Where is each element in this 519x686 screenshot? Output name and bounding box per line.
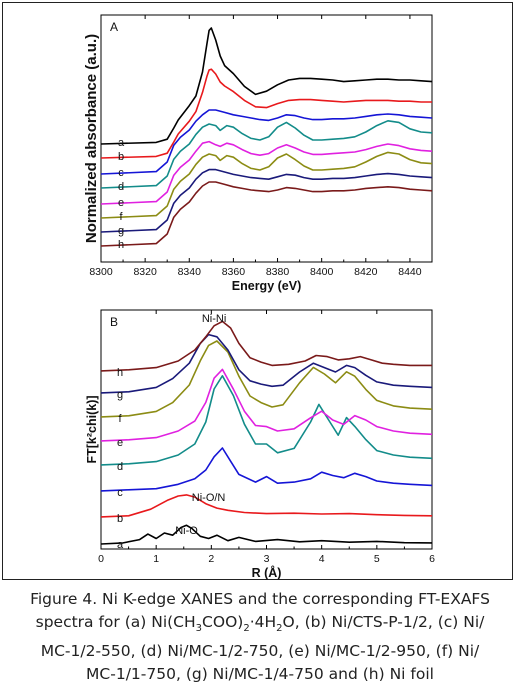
panel-label: A <box>110 20 118 34</box>
series-label-g: g <box>117 389 123 401</box>
series-line-g <box>100 168 433 233</box>
series-label-a: a <box>118 137 125 149</box>
series-line-f <box>100 151 433 219</box>
series-line-c <box>100 447 433 492</box>
series-line-f <box>100 340 433 418</box>
x-tick-label: 0 <box>98 553 104 565</box>
series-label-g: g <box>118 225 124 237</box>
annotation-ni-ni: Ni-Ni <box>202 313 226 325</box>
caption-line-3: MC-1/2-550, (d) Ni/MC-1/2-750, (e) Ni/MC… <box>40 642 480 661</box>
series-line-g <box>100 333 433 394</box>
x-tick-label: 8440 <box>398 266 422 278</box>
series-line-b <box>100 494 433 518</box>
series-line-c <box>100 109 433 175</box>
x-tick-label: 6 <box>429 553 435 565</box>
series-label-e: e <box>118 197 124 209</box>
x-tick-label: 4 <box>319 553 325 565</box>
caption-line-4: MC-1/1-750, (g) Ni/MC-1/4-750 and (h) Ni… <box>86 665 434 684</box>
x-tick-label: 3 <box>264 553 270 565</box>
y-axis-label: Normalized absorbance (a.u.) <box>83 34 100 243</box>
series-label-f: f <box>119 211 123 223</box>
series-label-b: b <box>117 513 123 525</box>
figure-caption: Figure 4. Ni K-edge XANES and the corres… <box>18 588 502 686</box>
series-label-b: b <box>118 151 124 163</box>
series-line-d <box>100 375 433 466</box>
series-line-a <box>100 524 433 545</box>
series-label-a: a <box>117 539 124 551</box>
series-line-d <box>100 120 433 189</box>
x-tick-label: 1 <box>153 553 159 565</box>
series-line-e <box>100 368 433 442</box>
series-label-d: d <box>117 461 123 473</box>
x-axis-label: Energy (eV) <box>232 279 301 293</box>
x-tick-label: 2 <box>208 553 214 565</box>
y-axis-label: FT[k²chi(k)] <box>85 395 99 463</box>
x-tick-label: 5 <box>374 553 380 565</box>
series-label-c: c <box>118 167 124 179</box>
plot-area <box>100 14 433 263</box>
x-tick-label: 8400 <box>310 266 334 278</box>
x-axis-label: R (Å) <box>252 565 282 580</box>
series-label-h: h <box>117 367 123 379</box>
annotation-ni-o-n: Ni-O/N <box>192 492 226 504</box>
series-line-b <box>100 68 432 159</box>
series-label-h: h <box>118 239 124 251</box>
series-line-h <box>100 181 433 247</box>
series-label-e: e <box>117 437 123 449</box>
series-line-e <box>100 140 433 205</box>
panel-label: B <box>110 315 118 329</box>
series-label-d: d <box>118 181 124 193</box>
x-tick-label: 8360 <box>222 266 246 278</box>
x-tick-label: 8320 <box>133 266 157 278</box>
series-label-c: c <box>117 487 123 499</box>
x-tick-label: 8380 <box>266 266 290 278</box>
series-line-a <box>100 27 433 145</box>
caption-line-2: spectra for (a) Ni(CH3COO)2·4H2O, (b) Ni… <box>35 613 485 635</box>
x-tick-label: 8340 <box>178 266 202 278</box>
series-label-f: f <box>118 413 122 425</box>
caption-line-1: Figure 4. Ni K-edge XANES and the corres… <box>30 590 490 608</box>
x-tick-label: 8300 <box>89 266 113 278</box>
series-line-h <box>100 320 432 372</box>
figure-frame: a b c d e f g h 8300 8320 8340 8360 8380 8400 8420 8440… <box>2 2 513 580</box>
annotation-ni-o: Ni-O <box>175 525 198 537</box>
x-tick-label: 8420 <box>354 266 378 278</box>
